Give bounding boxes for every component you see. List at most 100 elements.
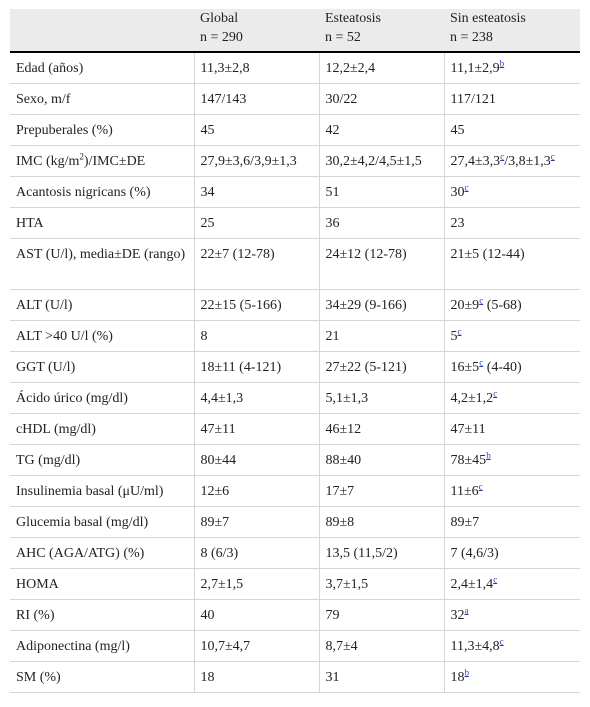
header-global-n: n = 290 — [200, 30, 243, 45]
cell-esteatosis: 27±22 (5-121) — [318, 351, 444, 383]
cell-sin-esteatosis: 117/121 — [443, 83, 580, 115]
table-row: SM (%) 18 31 18b — [10, 661, 580, 693]
footnote-link[interactable]: c — [478, 481, 483, 492]
cell-value: 5 — [450, 329, 458, 344]
cell-sin-esteatosis: 18b — [443, 661, 580, 693]
cell-esteatosis: 12,2±2,4 — [318, 52, 444, 84]
table-row: Insulinemia basal (μU/ml) 12±6 17±7 11±6… — [10, 475, 580, 507]
table-header: Global n = 290 Esteatosis n = 52 Sin est… — [10, 9, 580, 53]
cell-value: 16±5 — [450, 360, 480, 375]
cell-sin-esteatosis: 21±5 (12-44) — [443, 238, 580, 290]
cell-global: 12±6 — [193, 475, 319, 507]
cell-esteatosis: 89±8 — [318, 506, 444, 538]
table-row: RI (%) 40 79 32a — [10, 599, 580, 631]
footnote-link[interactable]: c — [464, 182, 469, 193]
footnote-link[interactable]: c — [493, 388, 498, 399]
cell-esteatosis: 88±40 — [318, 444, 444, 476]
cell-esteatosis: 30,2±4,2/4,5±1,5 — [318, 145, 444, 177]
table-row: AHC (AGA/ATG) (%) 8 (6/3) 13,5 (11,5/2) … — [10, 537, 580, 569]
cell-value: (5-68) — [483, 298, 522, 313]
row-label: SM (%) — [10, 661, 194, 693]
cell-global: 147/143 — [193, 83, 319, 115]
cell-global: 80±44 — [193, 444, 319, 476]
footnote-link[interactable]: c — [493, 574, 498, 585]
cell-value: 18 — [450, 670, 465, 685]
row-label: TG (mg/dl) — [10, 444, 194, 476]
row-label: AST (U/l), media±DE (rango) — [10, 238, 194, 290]
cell-global: 8 — [193, 320, 319, 352]
row-label: Sexo, m/f — [10, 83, 194, 115]
footnote-link[interactable]: b — [499, 58, 505, 69]
footnote-link[interactable]: c — [550, 151, 555, 162]
footnote-link[interactable]: b — [464, 667, 470, 678]
cell-esteatosis: 36 — [318, 207, 444, 239]
cell-sin-esteatosis: 89±7 — [443, 506, 580, 538]
table-row: Prepuberales (%) 45 42 45 — [10, 114, 580, 146]
cell-sin-esteatosis: 30c — [443, 176, 580, 208]
row-label: IMC (kg/m2)/IMC±DE — [10, 145, 194, 177]
cell-sin-esteatosis: 5c — [443, 320, 580, 352]
row-label: HTA — [10, 207, 194, 239]
cell-sin-esteatosis: 47±11 — [443, 413, 580, 445]
row-label: Adiponectina (mg/l) — [10, 630, 194, 662]
cell-sin-esteatosis: 11±6c — [443, 475, 580, 507]
cell-esteatosis: 42 — [318, 114, 444, 146]
cell-value: 11,1±2,9 — [450, 61, 500, 76]
cell-global: 18 — [193, 661, 319, 693]
row-label: Acantosis nigricans (%) — [10, 176, 194, 208]
cell-sin-esteatosis: 16±5c (4-40) — [443, 351, 580, 383]
header-global-label: Global — [200, 11, 239, 26]
table-row: AST (U/l), media±DE (rango) 22±7 (12-78)… — [10, 238, 580, 290]
table-row: IMC (kg/m2)/IMC±DE 27,9±3,6/3,9±1,3 30,2… — [10, 145, 580, 177]
cell-esteatosis: 46±12 — [318, 413, 444, 445]
cell-global: 2,7±1,5 — [193, 568, 319, 600]
cell-sin-esteatosis: 45 — [443, 114, 580, 146]
row-label: Edad (años) — [10, 52, 194, 84]
footnote-link[interactable]: c — [500, 151, 505, 162]
table-row: ALT (U/l) 22±15 (5-166) 34±29 (9-166) 20… — [10, 289, 580, 321]
cell-value: 30 — [450, 185, 465, 200]
cell-esteatosis: 13,5 (11,5/2) — [318, 537, 444, 569]
cell-global: 27,9±3,6/3,9±1,3 — [193, 145, 319, 177]
header-sin-esteatosis-label: Sin esteatosis — [450, 11, 526, 26]
row-label: RI (%) — [10, 599, 194, 631]
cell-esteatosis: 8,7±4 — [318, 630, 444, 662]
cell-global: 4,4±1,3 — [193, 382, 319, 414]
cell-esteatosis: 21 — [318, 320, 444, 352]
row-label: GGT (U/l) — [10, 351, 194, 383]
table-body: Edad (años) 11,3±2,8 12,2±2,4 11,1±2,9b … — [10, 52, 580, 693]
cell-global: 8 (6/3) — [193, 537, 319, 569]
footnote-link[interactable]: c — [479, 357, 484, 368]
cell-esteatosis: 17±7 — [318, 475, 444, 507]
footnote-link[interactable]: c — [479, 295, 484, 306]
cell-esteatosis: 5,1±1,3 — [318, 382, 444, 414]
cell-global: 40 — [193, 599, 319, 631]
row-label: Ácido úrico (mg/dl) — [10, 382, 194, 414]
cell-sin-esteatosis: 23 — [443, 207, 580, 239]
cell-sin-esteatosis: 32a — [443, 599, 580, 631]
header-esteatosis: Esteatosis n = 52 — [319, 9, 444, 53]
cell-value: 78±45 — [450, 453, 487, 468]
row-label: Prepuberales (%) — [10, 114, 194, 146]
cell-global: 10,7±4,7 — [193, 630, 319, 662]
row-label: Glucemia basal (mg/dl) — [10, 506, 194, 538]
footnote-link[interactable]: c — [457, 326, 462, 337]
cell-esteatosis: 34±29 (9-166) — [318, 289, 444, 321]
cell-value: 27,4±3,3 — [450, 154, 501, 169]
row-label: Insulinemia basal (μU/ml) — [10, 475, 194, 507]
cell-global: 25 — [193, 207, 319, 239]
table-row: GGT (U/l) 18±11 (4-121) 27±22 (5-121) 16… — [10, 351, 580, 383]
cell-global: 47±11 — [193, 413, 319, 445]
footnote-link[interactable]: b — [486, 450, 491, 461]
cell-esteatosis: 30/22 — [318, 83, 444, 115]
cell-sin-esteatosis: 78±45b — [443, 444, 580, 476]
footnote-link[interactable]: a — [464, 605, 469, 616]
row-label: ALT >40 U/l (%) — [10, 320, 194, 352]
row-label: ALT (U/l) — [10, 289, 194, 321]
table-row: Acantosis nigricans (%) 34 51 30c — [10, 176, 580, 208]
footnote-link[interactable]: c — [499, 636, 504, 647]
cell-global: 22±7 (12-78) — [193, 238, 319, 290]
row-label: cHDL (mg/dl) — [10, 413, 194, 445]
table-row: ALT >40 U/l (%) 8 21 5c — [10, 320, 580, 352]
header-sin-esteatosis: Sin esteatosis n = 238 — [444, 9, 580, 53]
